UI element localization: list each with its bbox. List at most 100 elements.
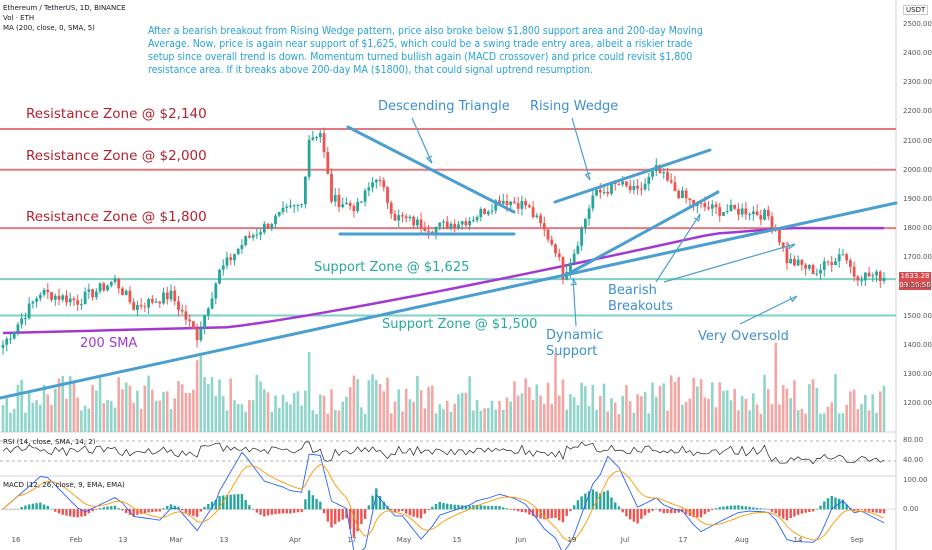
candle-body [863,272,867,281]
macd-histogram-bar [804,509,807,513]
macd-histogram-bar [490,505,494,510]
candle-body [132,302,136,310]
macd-histogram-bar [95,509,98,510]
volume-bar [352,375,356,432]
symbol-title: Ethereum / TetherUS, 1D, BINANCE [3,4,126,12]
macd-histogram-bar [259,509,262,515]
macd-histogram-bar [42,504,46,510]
volume-bar [345,396,348,432]
macd-histogram-bar [752,507,755,510]
volume-bar [281,394,285,432]
volume-bar [591,384,595,432]
candle-body [1,344,5,348]
macd-histogram-bar [106,506,109,510]
volume-bar [587,405,591,432]
candle-body [199,328,203,341]
macd-histogram-bar [815,508,819,510]
macd-histogram-bar [57,509,61,514]
volume-bar [722,391,725,432]
macd-histogram-bar [173,505,176,510]
volume-bar [233,400,236,432]
macd-histogram-bar [16,509,20,510]
breakout-arrow-1-head [693,213,701,222]
oversold-arrow-head [789,295,798,303]
volume-bar [501,409,505,432]
candle-body [188,319,192,322]
macd-histogram-bar [27,504,31,510]
volume-bar [793,380,796,432]
candle-body [91,289,94,298]
macd-histogram-bar [24,505,27,510]
candle-body [53,295,57,300]
macd-histogram-bar [707,509,710,512]
volume-bar [826,406,830,432]
triangle-arrow-head [425,155,433,164]
macd-histogram-bar [628,509,632,520]
macd-histogram-bar [591,489,595,510]
sma-200-label: 200 SMA [80,336,138,351]
candle-body [639,188,643,190]
candle-body [225,257,229,266]
candle-body [389,202,393,214]
candle-body [748,214,752,216]
candle-body [326,152,330,174]
time-tick-label: May [396,536,412,544]
candle-body [240,245,244,249]
macd-histogram-bar [345,509,348,519]
macd-histogram-bar [177,506,180,510]
volume-bar [789,398,792,432]
volume-bar [315,413,318,432]
macd-histogram-bar [759,508,763,510]
macd-histogram-bar [132,509,135,517]
macd-histogram-bar [9,509,12,510]
volume-bar [841,413,845,432]
volume-bar [613,402,617,432]
candle-body [781,242,785,248]
macd-histogram-bar [677,509,680,513]
macd-histogram-bar [763,508,766,510]
macd-histogram-bar [879,509,882,514]
volume-bar [397,389,401,432]
rising-wedge-lower [564,190,720,277]
volume-bar [151,389,154,432]
candle-body [561,257,565,280]
candle-body [203,315,206,329]
candle-body [610,183,613,194]
volume-bar [158,400,162,432]
candle-body [550,239,554,245]
volume-bar [431,385,434,432]
candle-body [397,215,401,221]
volume-bar [132,402,135,432]
candle-body [587,208,591,219]
candle-body [569,262,572,272]
candle-body [113,278,117,283]
volume-bar [610,398,613,432]
macd-histogram-bar [789,509,792,519]
macd-histogram-bar [498,505,501,510]
macd-histogram-bar [449,504,453,510]
candle-body [102,283,106,291]
macd-histogram-bar [856,509,860,511]
volume-bar [725,390,729,432]
candle-body [210,298,214,309]
bar-countdown: 09:20:56 [899,281,931,289]
macd-histogram-bar [367,505,371,510]
volume-bar [808,384,811,432]
volume-bar [576,405,580,432]
macd-histogram-bar [319,501,322,510]
volume-bar [658,385,662,432]
candle-body [583,218,587,229]
volume-bar [50,404,53,432]
macd-histogram-bar [117,508,120,510]
volume-bar [31,402,35,432]
candle-body [12,331,16,339]
macd-histogram-bar [136,509,139,515]
volume-bar [386,377,389,432]
candle-body [651,171,654,177]
macd-histogram-bar [46,505,49,510]
volume-bar [244,411,247,432]
macd-histogram-bar [427,509,430,510]
macd-histogram-bar [483,505,486,510]
candle-body [79,304,83,306]
currency-badge[interactable]: USDT [903,5,929,15]
